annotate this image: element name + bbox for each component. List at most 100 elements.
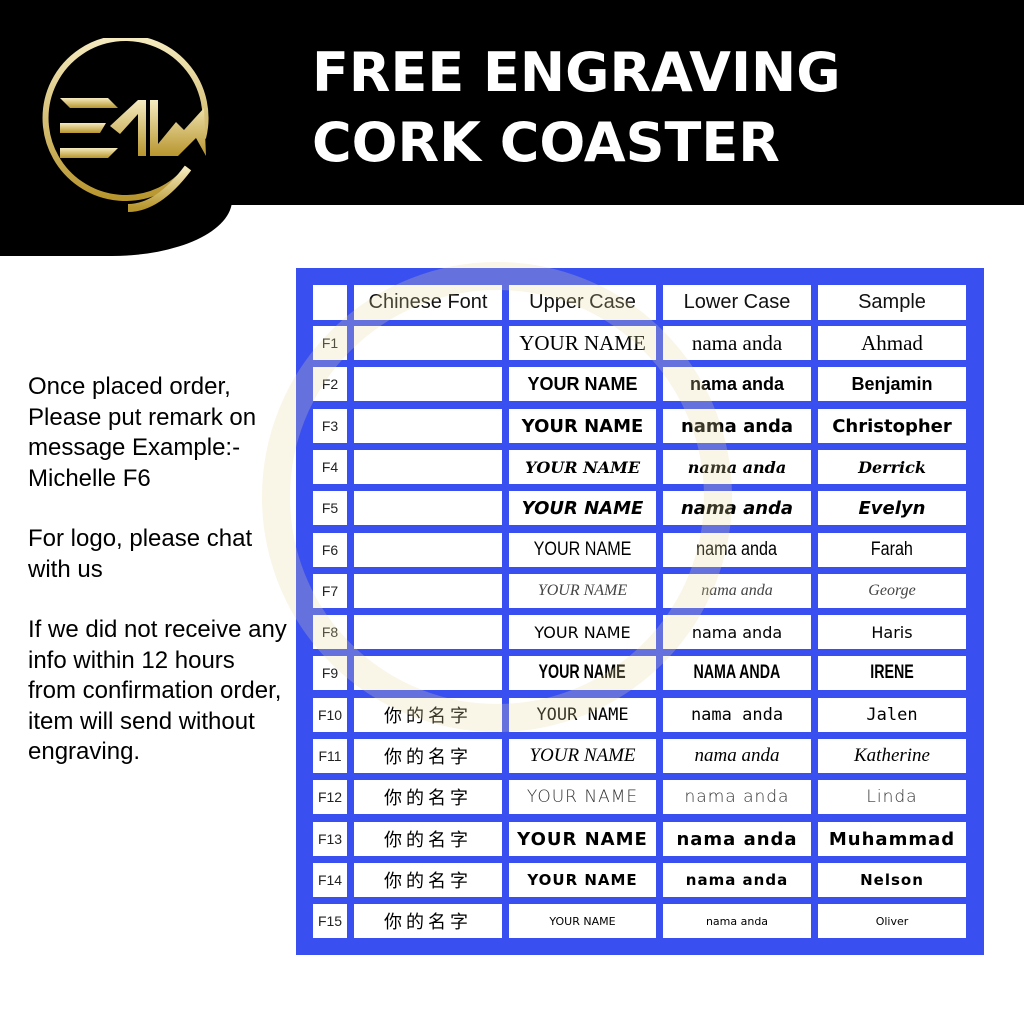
font-sample-upper: YOUR NAME xyxy=(509,491,656,525)
font-sample-sample: Muhammad xyxy=(818,822,966,856)
font-sample-sample-text: Linda xyxy=(866,787,918,807)
font-sample-chinese-text: 你的名字 xyxy=(384,747,472,768)
font-sample-chinese xyxy=(354,450,502,484)
font-sample-upper: YOUR NAME xyxy=(509,574,656,608)
font-sample-upper-text: YOUR NAME xyxy=(524,457,641,477)
row-label-text: F6 xyxy=(321,542,339,558)
font-sample-lower: nama anda xyxy=(663,780,811,814)
font-sample-sample-text: Nelson xyxy=(860,871,924,889)
font-sample-lower: nama anda xyxy=(663,409,811,443)
font-sample-sample: Evelyn xyxy=(818,491,966,525)
row-label-text: F4 xyxy=(321,459,339,475)
font-sample-lower: NAMA ANDA xyxy=(663,656,811,690)
order-instructions: Once placed order, Please put remark on … xyxy=(28,372,288,798)
font-sample-upper: YOUR NAME xyxy=(509,822,656,856)
font-sample-lower: nama anda xyxy=(663,367,811,401)
font-sample-chinese xyxy=(354,533,502,567)
instruction-remark: Once placed order, Please put remark on … xyxy=(28,373,257,492)
row-label: F12 xyxy=(313,780,347,814)
row-label-text: F7 xyxy=(321,583,339,599)
row-label: F15 xyxy=(313,904,347,938)
font-sample-chinese: 你的名字 xyxy=(354,863,502,897)
font-sample-lower-text: nama anda xyxy=(676,828,798,850)
font-sample-upper-text: YOUR NAME xyxy=(536,705,629,725)
font-sample-sample: Katherine xyxy=(818,739,966,773)
font-sample-sample: Oliver xyxy=(818,904,966,938)
row-label: F2 xyxy=(313,367,347,401)
font-sample-sample-text: Oliver xyxy=(875,914,909,928)
font-sample-sample-text: Muhammad xyxy=(828,828,956,850)
row-label: F8 xyxy=(313,615,347,649)
row-label: F1 xyxy=(313,326,347,360)
font-sample-chinese: 你的名字 xyxy=(354,904,502,938)
font-sample-lower: nama anda xyxy=(663,491,811,525)
font-sample-sample: George xyxy=(818,574,966,608)
row-label-text: F11 xyxy=(318,748,342,764)
instruction-deadline: If we did not receive any info within 12… xyxy=(28,616,287,765)
emw-logo xyxy=(42,38,209,212)
font-sample-lower-text: nama anda xyxy=(694,745,780,766)
row-label-text: F10 xyxy=(317,707,343,723)
font-sample-sample: Christopher xyxy=(818,409,966,443)
font-sample-sample-text: Farah xyxy=(870,539,914,560)
font-sample-chinese xyxy=(354,367,502,401)
row-label: F9 xyxy=(313,656,347,690)
font-sample-upper: YOUR NAME xyxy=(509,367,656,401)
row-label-text: F14 xyxy=(317,872,343,888)
font-sample-upper: YOUR NAME xyxy=(509,739,656,773)
font-sample-sample: Derrick xyxy=(818,450,966,484)
row-label-text: F1 xyxy=(321,335,339,351)
font-sample-upper: YOUR NAME xyxy=(509,533,656,567)
row-label: F11 xyxy=(313,739,347,773)
row-label: F4 xyxy=(313,450,347,484)
row-label: F7 xyxy=(313,574,347,608)
font-sample-lower: nama anda xyxy=(663,739,811,773)
row-label: F6 xyxy=(313,533,347,567)
font-sample-chinese-text: 你的名字 xyxy=(384,871,472,892)
header-cell-text: Upper Case xyxy=(529,291,636,313)
row-label-text: F9 xyxy=(321,665,339,681)
font-table: Chinese Font Upper Case Lower Case Sample F1… xyxy=(296,268,984,955)
font-sample-upper-text: YOUR NAME xyxy=(527,871,638,889)
font-sample-chinese xyxy=(354,491,502,525)
font-sample-sample: IRENE xyxy=(818,656,966,690)
font-sample-upper: YOUR NAME xyxy=(509,615,656,649)
font-sample-lower-text: nama anda xyxy=(691,622,783,642)
font-sample-chinese: 你的名字 xyxy=(354,780,502,814)
font-sample-sample-text: Derrick xyxy=(858,457,926,477)
font-sample-upper: YOUR NAME xyxy=(509,780,656,814)
font-sample-lower: nama anda xyxy=(663,615,811,649)
font-sample-sample-text: IRENE xyxy=(870,662,914,683)
font-sample-lower-text: nama anda xyxy=(687,457,787,477)
font-sample-sample-text: Ahmad xyxy=(861,330,923,355)
font-sample-lower-text: nama anda xyxy=(705,914,769,928)
font-sample-sample-text: Haris xyxy=(871,622,913,642)
header-cell-text: Lower Case xyxy=(683,291,791,313)
font-sample-sample-text: Katherine xyxy=(854,745,930,766)
font-sample-chinese xyxy=(354,656,502,690)
font-sample-upper-text: YOUR NAME xyxy=(527,373,638,394)
header-cell: Lower Case xyxy=(663,285,811,320)
font-sample-upper-text: YOUR NAME xyxy=(521,497,644,519)
font-sample-chinese-text: 你的名字 xyxy=(384,788,472,809)
font-sample-sample-text: Benjamin xyxy=(851,373,933,394)
font-sample-sample: Nelson xyxy=(818,863,966,897)
row-label: F3 xyxy=(313,409,347,443)
font-sample-upper-text: YOUR NAME xyxy=(534,622,631,642)
font-sample-lower-text: nama anda xyxy=(680,497,794,519)
font-sample-lower: nama anda xyxy=(663,863,811,897)
row-label: F14 xyxy=(313,863,347,897)
font-sample-lower: nama anda xyxy=(663,574,811,608)
row-label-text: F5 xyxy=(321,500,339,516)
header-cell-text: Chinese Font xyxy=(368,291,488,313)
font-sample-upper-text: YOUR NAME xyxy=(517,828,648,850)
row-label-text: F15 xyxy=(317,913,343,929)
row-label: F13 xyxy=(313,822,347,856)
row-label-text: F8 xyxy=(321,624,339,640)
page-title: FREE ENGRAVING CORK COASTER xyxy=(312,38,841,178)
header-cell: Upper Case xyxy=(509,285,656,320)
instruction-logo: For logo, please chat with us xyxy=(28,525,253,583)
font-sample-sample: Benjamin xyxy=(818,367,966,401)
header-banner xyxy=(0,0,1024,205)
font-sample-chinese-text: 你的名字 xyxy=(384,912,472,933)
